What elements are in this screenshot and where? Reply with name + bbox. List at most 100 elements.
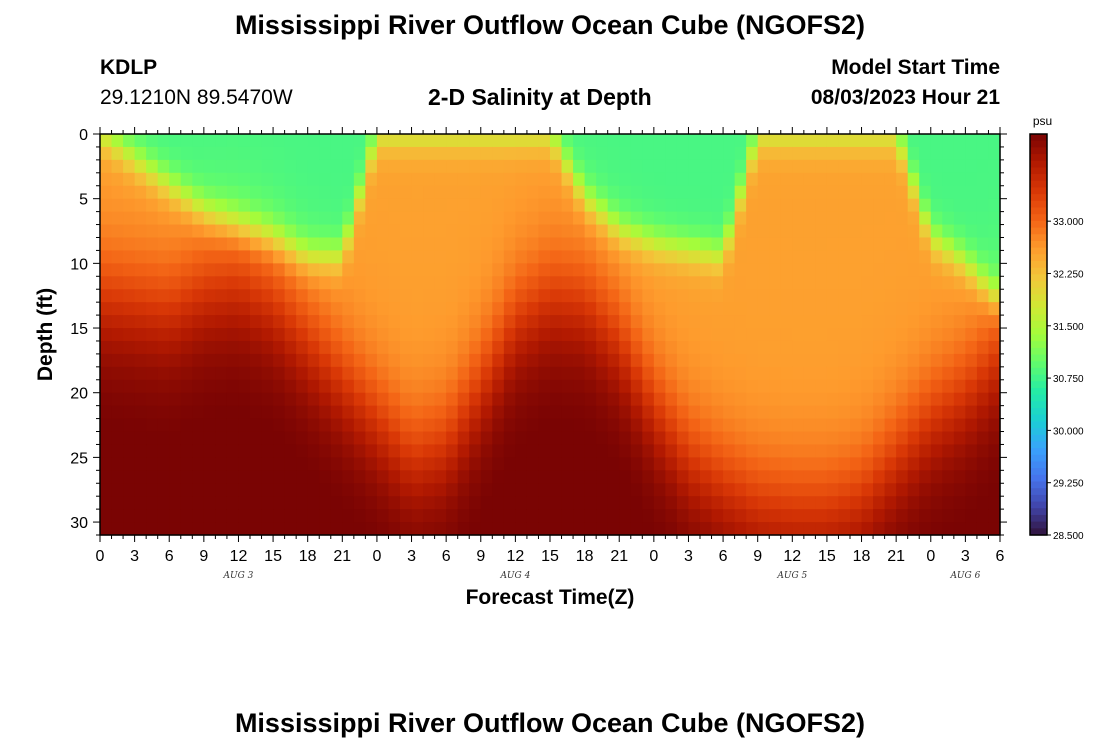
- heatmap-cell: [723, 134, 736, 148]
- heatmap-cell: [480, 405, 493, 420]
- heatmap-cell: [688, 315, 701, 329]
- heatmap-cell: [723, 509, 736, 523]
- heatmap-cell: [688, 276, 701, 290]
- heatmap-cell: [700, 263, 713, 277]
- heatmap-cell: [596, 224, 609, 239]
- heatmap-cell: [596, 522, 609, 536]
- heatmap-cell: [780, 302, 793, 316]
- heatmap-cell: [515, 353, 528, 368]
- heatmap-cell: [250, 211, 263, 226]
- heatmap-cell: [976, 263, 990, 277]
- heatmap-cell: [838, 509, 851, 523]
- heatmap-cell: [619, 276, 632, 290]
- heatmap-cell: [573, 315, 586, 329]
- colorbar-block: [1030, 454, 1047, 463]
- colorbar-block: [1030, 234, 1047, 242]
- heatmap-cell: [723, 522, 736, 536]
- heatmap-cell: [388, 237, 401, 252]
- heatmap-cell: [365, 483, 378, 497]
- heatmap-cell: [411, 211, 424, 226]
- heatmap-cell: [826, 431, 840, 446]
- heatmap-cell: [930, 185, 943, 200]
- heatmap-cell: [319, 237, 332, 252]
- heatmap-cell: [953, 237, 966, 252]
- heatmap-cell: [573, 522, 586, 536]
- heatmap-cell: [607, 418, 620, 433]
- heatmap-cell: [284, 185, 297, 200]
- heatmap-cell: [296, 366, 309, 381]
- heatmap-cell: [561, 470, 574, 484]
- heatmap-cell: [942, 134, 955, 148]
- heatmap-cell: [250, 522, 263, 536]
- heatmap-cell: [803, 509, 816, 523]
- heatmap-cell: [146, 198, 159, 213]
- heatmap-cell: [619, 172, 632, 187]
- heatmap-cell: [873, 353, 886, 368]
- heatmap-cell: [388, 418, 401, 433]
- heatmap-cell: [596, 211, 609, 226]
- heatmap-cell: [319, 496, 332, 510]
- heatmap-cell: [734, 522, 747, 536]
- heatmap-cell: [226, 405, 240, 420]
- heatmap-cell: [376, 237, 390, 252]
- heatmap-cell: [226, 328, 240, 342]
- heatmap-cell: [619, 328, 632, 342]
- heatmap-cell: [238, 302, 251, 316]
- heatmap-cell: [515, 250, 528, 264]
- heatmap-cell: [630, 315, 643, 329]
- heatmap-cell: [873, 496, 886, 510]
- heatmap-cell: [480, 366, 493, 381]
- heatmap-cell: [261, 366, 274, 381]
- heatmap-cell: [792, 379, 805, 394]
- heatmap-cell: [146, 457, 159, 471]
- heatmap-cell: [284, 315, 297, 329]
- heatmap-cell: [446, 340, 459, 355]
- heatmap-cell: [711, 211, 724, 226]
- heatmap-cell: [180, 457, 193, 471]
- heatmap-cell: [815, 198, 828, 213]
- heatmap-cell: [942, 172, 955, 187]
- heatmap-cell: [238, 198, 251, 213]
- heatmap-cell: [757, 353, 770, 368]
- heatmap-cell: [734, 470, 747, 484]
- heatmap-cell: [619, 185, 632, 200]
- heatmap-cell: [226, 340, 240, 355]
- heatmap-cell: [469, 522, 482, 536]
- heatmap-cell: [261, 340, 274, 355]
- x-tick-label: 6: [996, 548, 1005, 565]
- heatmap-cell: [988, 340, 1001, 355]
- heatmap-cell: [180, 224, 193, 239]
- heatmap-cell: [492, 237, 505, 252]
- heatmap-cell: [100, 328, 113, 342]
- heatmap-cell: [169, 457, 182, 471]
- heatmap-cell: [319, 224, 332, 239]
- heatmap-cell: [146, 211, 159, 226]
- heatmap-cell: [896, 470, 909, 484]
- heatmap-cell: [873, 159, 886, 174]
- heatmap-cell: [261, 496, 274, 510]
- heatmap-cell: [596, 392, 609, 407]
- heatmap-cell: [376, 250, 390, 264]
- heatmap-cell: [757, 366, 770, 381]
- heatmap-cell: [273, 315, 286, 329]
- heatmap-cell: [296, 379, 309, 394]
- heatmap-cell: [538, 470, 551, 484]
- station-location: 29.1210N 89.5470W: [100, 86, 293, 109]
- heatmap-cell: [319, 379, 332, 394]
- heatmap-cell: [307, 172, 320, 187]
- heatmap-cell: [388, 315, 401, 329]
- heatmap-cell: [619, 263, 632, 277]
- heatmap-cell: [815, 405, 828, 420]
- heatmap-cell: [792, 483, 805, 497]
- heatmap-cell: [330, 224, 343, 239]
- heatmap-cell: [896, 315, 909, 329]
- heatmap-cell: [711, 237, 724, 252]
- heatmap-cell: [446, 522, 459, 536]
- heatmap-cell: [157, 496, 170, 510]
- heatmap-cell: [700, 444, 713, 458]
- heatmap-cell: [515, 509, 528, 523]
- heatmap-cell: [411, 483, 424, 497]
- heatmap-cell: [630, 431, 643, 446]
- heatmap-cell: [376, 470, 390, 484]
- heatmap-cell: [653, 379, 666, 394]
